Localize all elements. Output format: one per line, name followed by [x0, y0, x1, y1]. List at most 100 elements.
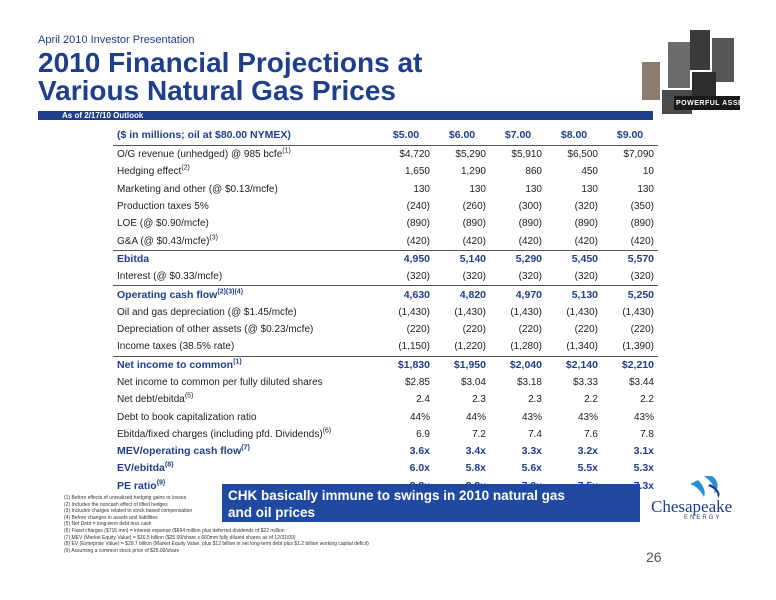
- callout-banner: CHK basically immune to swings in 2010 n…: [222, 484, 640, 522]
- row-value: 1,290: [460, 166, 486, 178]
- footnote-line: (7) MEV (Market Equity Value) = $16.5 bi…: [64, 534, 296, 541]
- row-value: (890): [630, 218, 654, 230]
- table-row: Oil and gas depreciation (@ $1.45/mcfe) (…: [113, 304, 658, 321]
- chesapeake-logo-icon: [690, 476, 720, 498]
- row-value: (1,430): [398, 306, 430, 318]
- row-value: (350): [630, 201, 654, 213]
- table-row: O/G revenue (unhedged) @ 985 bcfe(1) $4,7…: [113, 145, 658, 164]
- table-row: Depreciation of other assets (@ $0.23/mc…: [113, 321, 658, 338]
- row-label: Debt to book capitalization ratio: [113, 408, 378, 425]
- row-label-text: Income taxes (38.5% rate): [117, 341, 235, 353]
- footnote-line: (9) Assuming a common stock price of $25…: [64, 547, 180, 554]
- row-value: $6,500: [546, 145, 602, 164]
- row-value: 1,650: [404, 166, 430, 178]
- row-value: (1,150): [398, 341, 430, 353]
- row-value: $3.33: [572, 377, 598, 388]
- row-value: 4,630: [378, 285, 434, 304]
- row-value: (420): [574, 235, 598, 247]
- table-row: Interest (@ $0.33/mcfe) (320) (320) (320) (3…: [113, 268, 658, 286]
- row-value: 4,970: [490, 285, 546, 304]
- row-value: (320): [630, 271, 654, 283]
- row-value: $3.04: [460, 377, 486, 388]
- chesapeake-logo-sub: ENERGY: [684, 515, 722, 521]
- row-value: 5.3x: [633, 462, 654, 475]
- row-value: 2.4: [416, 394, 430, 406]
- row-value: (890): [462, 218, 486, 230]
- row-value: (220): [406, 324, 430, 336]
- row-label-text: Interest (@ $0.33/mcfe): [117, 271, 223, 283]
- row-value: $2,040: [490, 355, 546, 374]
- row-value: (1,280): [510, 341, 542, 353]
- table-row: Net income to common(1) $1,830 $1,950 $2,04…: [113, 355, 658, 374]
- row-value: 2.2: [640, 394, 654, 406]
- table-row: MEV/operating cash flow(7) 3.6x 3.4x 3.3x 3.…: [113, 443, 658, 460]
- row-value: 2.2: [584, 394, 598, 406]
- row-value: (890): [574, 218, 598, 230]
- row-footnote-ref: (3): [209, 234, 218, 242]
- row-value: (1,390): [622, 341, 654, 353]
- callout-banner-text: CHK basically immune to swings in 2010 n…: [228, 487, 565, 521]
- row-value: (260): [462, 201, 486, 213]
- row-label-text: Debt to book capitalization ratio: [117, 411, 257, 423]
- row-value: 2.3: [528, 394, 542, 406]
- row-value: (1,430): [566, 306, 598, 318]
- row-label-text: Oil and gas depreciation (@ $1.45/mcfe): [117, 306, 297, 318]
- row-value: $5,290: [434, 145, 490, 164]
- row-label: Oil and gas depreciation (@ $1.45/mcfe): [113, 304, 378, 321]
- row-value: (1,430): [510, 306, 542, 318]
- slide-title: 2010 Financial Projections at Various Na…: [38, 49, 422, 105]
- footnote-line: (5) Net Debt = long-term debt less cash: [64, 521, 152, 528]
- row-value: $1,830: [378, 355, 434, 374]
- row-value: (1,340): [566, 341, 598, 353]
- row-label: Interest (@ $0.33/mcfe): [113, 268, 378, 286]
- price-column-header: $5.00: [392, 128, 420, 141]
- row-label: G&A (@ $0.43/mcfe)(3): [113, 232, 378, 250]
- row-value: (420): [518, 235, 542, 247]
- row-label-text: Net income to common per fully diluted s…: [117, 377, 323, 388]
- row-value: $2.85: [404, 377, 430, 388]
- row-value: 130: [637, 183, 654, 195]
- row-label-text: Ebitda: [117, 252, 150, 265]
- table-row: LOE (@ $0.90/mcfe) (890) (890) (890) (890) (8…: [113, 215, 658, 232]
- row-value: $7,090: [602, 145, 658, 164]
- row-value: 6.0x: [409, 462, 430, 475]
- footnote-line: (8) EV (Enterprise Value) = $29.7 billio…: [64, 541, 369, 548]
- financial-projections-table: ($ in millions; oil at $80.00 NYMEX) $5.0…: [113, 125, 658, 495]
- row-value: 3.1x: [633, 445, 654, 458]
- row-label-text: PE ratio: [117, 479, 157, 492]
- row-value: (420): [462, 235, 486, 247]
- footnote-line: (4) Before changes in assets and liabili…: [64, 514, 158, 521]
- footnote-line: (2) Includes the noncash effect of lifte…: [64, 501, 168, 508]
- row-value: (320): [406, 271, 430, 283]
- slide-title-line2: Various Natural Gas Prices: [38, 75, 396, 106]
- row-label-text: Depreciation of other assets (@ $0.23/mc…: [117, 324, 314, 336]
- chesapeake-logo-word: Chesapeake: [651, 497, 733, 516]
- row-value: 450: [581, 166, 598, 178]
- row-value: (1,430): [622, 306, 654, 318]
- table-header-row: ($ in millions; oil at $80.00 NYMEX) $5.0…: [113, 125, 658, 146]
- row-value: 7.6: [584, 428, 598, 440]
- row-value: (320): [462, 271, 486, 283]
- table-row: Ebitda 4,950 5,140 5,290 5,450 5,570: [113, 249, 658, 269]
- table-header-label: ($ in millions; oil at $80.00 NYMEX): [117, 128, 291, 141]
- row-value: 5,570: [602, 249, 658, 269]
- row-value: 5,140: [434, 249, 490, 269]
- row-value: 3.6x: [409, 445, 430, 458]
- row-value: 5,250: [602, 285, 658, 304]
- table-row: G&A (@ $0.43/mcfe)(3) (420) (420) (420) (420…: [113, 232, 658, 250]
- callout-line2: and oil prices: [228, 505, 316, 520]
- row-value: $2,140: [546, 355, 602, 374]
- row-value: 4,820: [434, 285, 490, 304]
- row-value: $2,210: [602, 355, 658, 374]
- footnote-line: (3) Includes charges related to stock ba…: [64, 508, 193, 515]
- row-label-text: LOE (@ $0.90/mcfe): [117, 218, 209, 230]
- row-footnote-ref: (7): [241, 444, 250, 452]
- row-value: (220): [574, 324, 598, 336]
- row-value: (220): [518, 324, 542, 336]
- table-row: Hedging effect(2) 1,650 1,290 860 450 10: [113, 163, 658, 180]
- presentation-subtitle: April 2010 Investor Presentation: [38, 34, 195, 46]
- table-row: Production taxes 5% (240) (260) (300) (320) (…: [113, 198, 658, 215]
- row-label: LOE (@ $0.90/mcfe): [113, 215, 378, 232]
- row-footnote-ref: (2)(3)(4): [217, 288, 244, 296]
- row-label-text: G&A (@ $0.43/mcfe): [117, 235, 210, 247]
